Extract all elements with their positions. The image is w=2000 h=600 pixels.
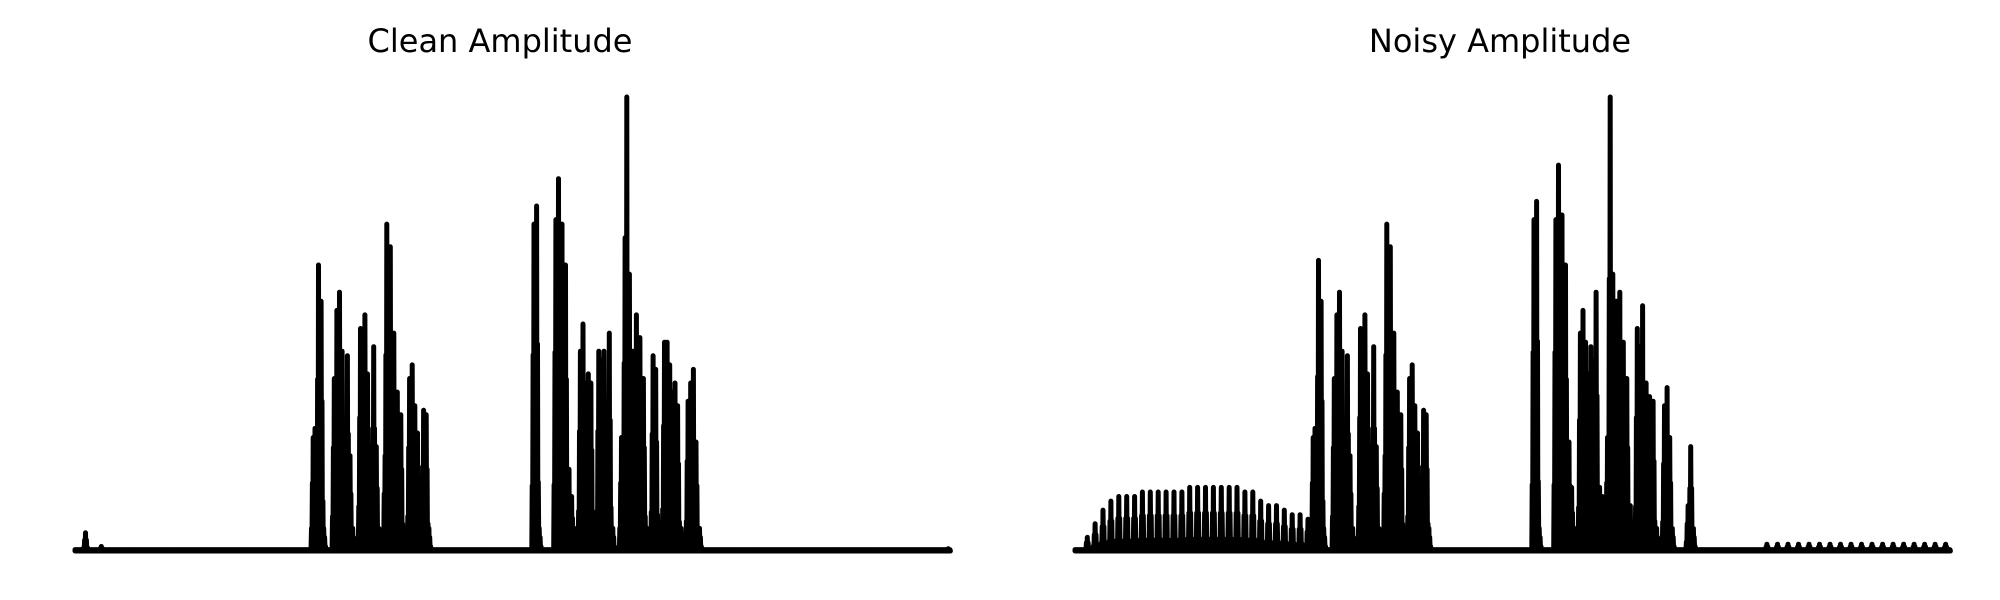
clean-amplitude-title: Clean Amplitude — [367, 22, 633, 60]
noisy-amplitude-trace — [1072, 94, 1953, 554]
noisy-amplitude-plot — [1072, 94, 1953, 554]
noisy-amplitude-title: Noisy Amplitude — [1368, 22, 1632, 60]
clean-amplitude-plot — [72, 94, 953, 554]
noisy-amplitude-panel: Noisy Amplitude — [1000, 0, 2000, 600]
clean-amplitude-panel: Clean Amplitude — [72, 22, 953, 554]
clean-amplitude-trace — [72, 94, 953, 554]
